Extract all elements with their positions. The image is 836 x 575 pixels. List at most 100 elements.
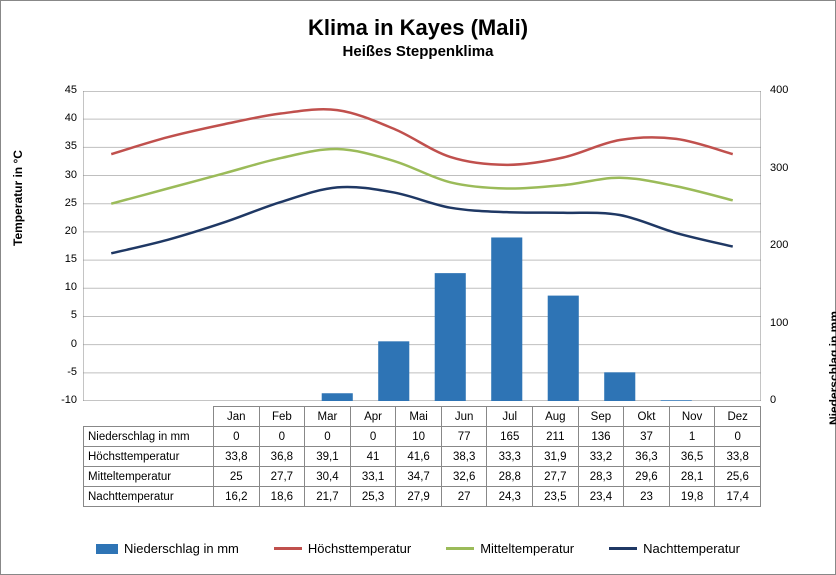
- cell: 0: [305, 427, 351, 447]
- legend-line-icon: [446, 547, 474, 550]
- cell: 10: [396, 427, 442, 447]
- temp-tick-label: 10: [47, 281, 77, 293]
- row-label-mid: Mitteltemperatur: [84, 467, 214, 487]
- cell: 28,1: [669, 467, 715, 487]
- cell: 41,6: [396, 447, 442, 467]
- legend-item-night: Nachttemperatur: [609, 541, 740, 556]
- temp-tick-label: 20: [47, 225, 77, 237]
- month-header: Jun: [441, 407, 487, 427]
- y-axis-right: 0100200300400: [766, 91, 801, 401]
- cell: 0: [715, 427, 761, 447]
- cell: 25,3: [350, 487, 396, 507]
- cell: 30,4: [305, 467, 351, 487]
- cell: 37: [624, 427, 670, 447]
- cell: 33,3: [487, 447, 533, 467]
- data-table: JanFebMarAprMaiJunJulAugSepOktNovDezNied…: [83, 406, 761, 507]
- month-header: Aug: [533, 407, 579, 427]
- precip-tick-label: 0: [770, 394, 800, 406]
- cell: 0: [350, 427, 396, 447]
- cell: 33,8: [715, 447, 761, 467]
- cell: 27,7: [259, 467, 305, 487]
- cell: 27,7: [533, 467, 579, 487]
- cell: 23,4: [578, 487, 624, 507]
- chart-plot-area: [83, 91, 761, 401]
- cell: 23,5: [533, 487, 579, 507]
- cell: 39,1: [305, 447, 351, 467]
- month-header: Okt: [624, 407, 670, 427]
- legend-bar-icon: [96, 544, 118, 554]
- cell: 211: [533, 427, 579, 447]
- precip-tick-label: 300: [770, 162, 800, 174]
- temp-tick-label: 15: [47, 253, 77, 265]
- cell: 18,6: [259, 487, 305, 507]
- cell: 136: [578, 427, 624, 447]
- cell: 0: [214, 427, 260, 447]
- temp-tick-label: 25: [47, 197, 77, 209]
- legend-label: Nachttemperatur: [643, 541, 740, 556]
- cell: 34,7: [396, 467, 442, 487]
- cell: 21,7: [305, 487, 351, 507]
- cell: 1: [669, 427, 715, 447]
- cell: 31,9: [533, 447, 579, 467]
- cell: 25: [214, 467, 260, 487]
- temp-tick-label: 5: [47, 309, 77, 321]
- row-label-high: Höchsttemperatur: [84, 447, 214, 467]
- month-header: Mai: [396, 407, 442, 427]
- precip-tick-label: 200: [770, 239, 800, 251]
- month-header: Dez: [715, 407, 761, 427]
- row-label-night: Nachttemperatur: [84, 487, 214, 507]
- legend-label: Mitteltemperatur: [480, 541, 574, 556]
- cell: 28,8: [487, 467, 533, 487]
- cell: 16,2: [214, 487, 260, 507]
- cell: 33,8: [214, 447, 260, 467]
- cell: 32,6: [441, 467, 487, 487]
- precip-bar: [435, 273, 466, 401]
- legend: Niederschlag in mm Höchsttemperatur Mittel…: [1, 541, 835, 556]
- legend-line-icon: [609, 547, 637, 550]
- precip-bar: [322, 393, 353, 401]
- cell: 38,3: [441, 447, 487, 467]
- climate-chart-container: Klima in Kayes (Mali) Heißes Steppenklim…: [0, 0, 836, 575]
- cell: 36,5: [669, 447, 715, 467]
- cell: 33,2: [578, 447, 624, 467]
- legend-label: Niederschlag in mm: [124, 541, 239, 556]
- cell: 29,6: [624, 467, 670, 487]
- temp-tick-label: -10: [47, 394, 77, 406]
- month-header: Mar: [305, 407, 351, 427]
- y-axis-left: -10-5051015202530354045: [46, 91, 81, 401]
- legend-item-mid: Mitteltemperatur: [446, 541, 574, 556]
- precip-bar: [661, 400, 692, 401]
- legend-item-precip: Niederschlag in mm: [96, 541, 239, 556]
- temp-tick-label: 30: [47, 169, 77, 181]
- temp-tick-label: 0: [47, 338, 77, 350]
- cell: 33,1: [350, 467, 396, 487]
- cell: 27: [441, 487, 487, 507]
- cell: 36,3: [624, 447, 670, 467]
- precip-bar: [378, 341, 409, 401]
- cell: 36,8: [259, 447, 305, 467]
- precip-tick-label: 400: [770, 84, 800, 96]
- month-header: Jul: [487, 407, 533, 427]
- month-header: Apr: [350, 407, 396, 427]
- y-axis-left-label: Temperatur in °C: [11, 150, 25, 246]
- chart-subtitle: Heißes Steppenklima: [1, 43, 835, 60]
- month-header: Nov: [669, 407, 715, 427]
- cell: 23: [624, 487, 670, 507]
- cell: 25,6: [715, 467, 761, 487]
- temp-tick-label: -5: [47, 366, 77, 378]
- temp-tick-label: 40: [47, 112, 77, 124]
- precip-tick-label: 100: [770, 317, 800, 329]
- cell: 19,8: [669, 487, 715, 507]
- legend-label: Höchsttemperatur: [308, 541, 411, 556]
- precip-bar: [548, 296, 579, 401]
- month-header: Feb: [259, 407, 305, 427]
- temp-tick-label: 35: [47, 140, 77, 152]
- month-header: Sep: [578, 407, 624, 427]
- legend-item-high: Höchsttemperatur: [274, 541, 411, 556]
- cell: 0: [259, 427, 305, 447]
- precip-bar: [604, 372, 635, 401]
- cell: 27,9: [396, 487, 442, 507]
- y-axis-right-label: Niederschlag in mm: [827, 311, 836, 425]
- cell: 28,3: [578, 467, 624, 487]
- cell: 24,3: [487, 487, 533, 507]
